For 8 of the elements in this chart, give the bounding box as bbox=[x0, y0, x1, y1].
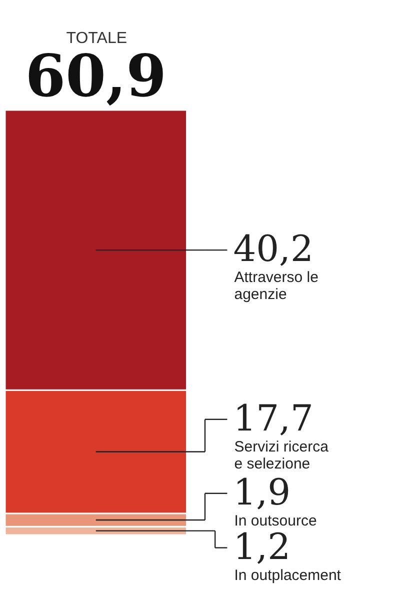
text: In outsource bbox=[234, 512, 317, 530]
data-label: 1,2 bbox=[233, 526, 291, 568]
data-label: 40,2 bbox=[233, 229, 314, 270]
text: In outplacement bbox=[234, 566, 342, 584]
data-label: 1,9 bbox=[233, 472, 291, 514]
data-label: 17,7 bbox=[233, 398, 314, 440]
text: Servizi ricerca e selezione bbox=[234, 438, 330, 472]
text: Attraverso le agenzie bbox=[234, 269, 318, 304]
